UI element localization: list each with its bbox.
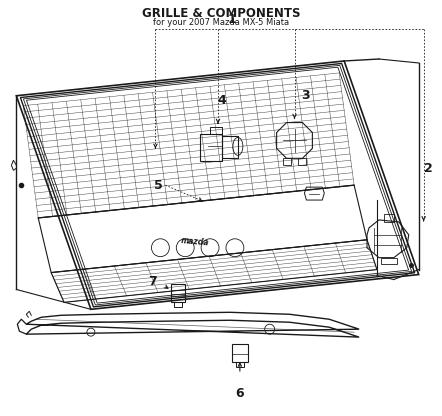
Text: for your 2007 Mazda MX-5 Miata: for your 2007 Mazda MX-5 Miata — [153, 18, 289, 27]
Bar — [282, 158, 290, 165]
Bar — [298, 158, 306, 165]
Text: 1: 1 — [228, 13, 236, 26]
Text: 5: 5 — [154, 178, 163, 192]
Bar — [171, 285, 185, 302]
Bar — [174, 302, 182, 307]
Text: 3: 3 — [301, 89, 310, 102]
Bar — [381, 258, 397, 264]
Text: 7: 7 — [148, 275, 157, 288]
Bar — [200, 134, 222, 161]
Bar — [222, 136, 238, 158]
Text: mazda: mazda — [181, 236, 210, 248]
Text: 2: 2 — [424, 162, 433, 175]
Bar — [232, 344, 248, 362]
Text: GRILLE & COMPONENTS: GRILLE & COMPONENTS — [142, 7, 300, 20]
Bar — [236, 362, 244, 367]
Text: 6: 6 — [236, 387, 244, 400]
Bar — [384, 214, 394, 222]
Text: 4: 4 — [217, 94, 226, 107]
